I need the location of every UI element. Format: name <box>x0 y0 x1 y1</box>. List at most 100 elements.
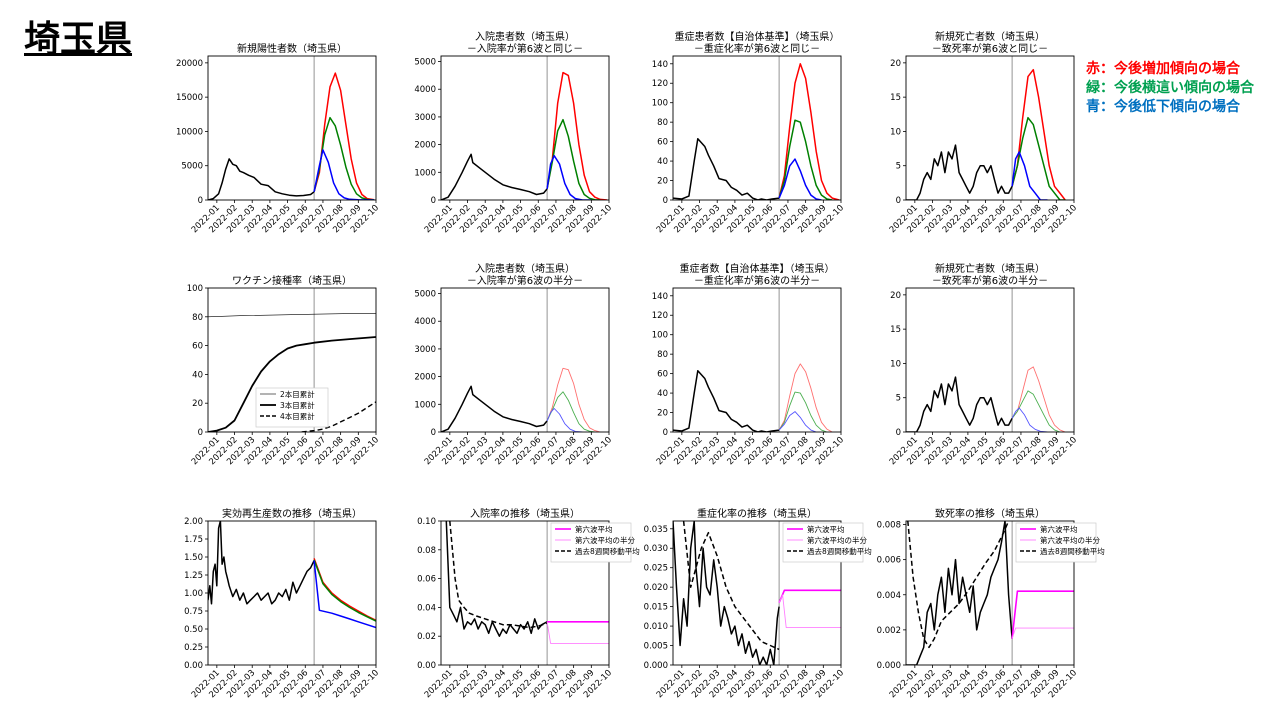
legend-label: 第六波平均 <box>807 524 845 534</box>
y-tick-label: 10 <box>890 359 901 369</box>
y-tick-label: 80 <box>657 350 668 360</box>
y-tick-label: 0 <box>431 196 436 206</box>
chart-title: 実効再生産数の推移（埼玉県） <box>222 507 362 520</box>
y-tick-label: 0.010 <box>644 622 668 632</box>
series-line <box>778 594 841 629</box>
chart-title: 入院率の推移（埼玉県） <box>470 507 580 520</box>
legend-frame <box>255 387 329 428</box>
chart-title: －入院率が第6波の半分－ <box>467 274 583 287</box>
y-tick-label: 0.08 <box>417 546 436 556</box>
y-tick-label: 15000 <box>176 93 203 103</box>
y-tick-label: 140 <box>652 292 668 302</box>
chart-title: －入院率が第6波と同じ－ <box>467 42 583 55</box>
y-tick-label: 2000 <box>414 141 436 151</box>
chart-title: ワクチン接種率（埼玉県） <box>232 274 352 287</box>
chart-title: 重症患者数【自治体基準】（埼玉県） <box>675 30 840 43</box>
y-tick-label: 40 <box>192 370 203 380</box>
chart-title: 重症者数【自治体基準】（埼玉県） <box>680 262 835 275</box>
chart-deaths-same: 新規死亡者数（埼玉県）－致死率が第6波と同じ－051015202022-0120… <box>888 30 1079 235</box>
y-tick-label: 0 <box>896 196 901 206</box>
y-tick-label: 0 <box>663 196 668 206</box>
plot-frame <box>905 520 1075 666</box>
legend-label: 第六波平均 <box>575 524 613 534</box>
y-tick-label: 1000 <box>414 168 436 178</box>
y-tick-label: 0.015 <box>644 603 668 613</box>
chart-title: －致死率が第6波と同じ－ <box>932 42 1048 55</box>
y-tick-label: 100 <box>187 284 203 294</box>
plot-frame <box>440 520 610 666</box>
y-tick-label: 4000 <box>414 85 436 95</box>
y-tick-label: 20 <box>890 291 901 301</box>
scenario-legend: 赤：今後増加傾向の場合 緑：今後横這い傾向の場合 青：今後低下傾向の場合 <box>1086 60 1254 117</box>
page-title: 埼玉県 <box>24 19 133 60</box>
y-tick-label: 0.020 <box>644 583 668 593</box>
y-tick-label: 140 <box>652 60 668 70</box>
y-tick-label: 80 <box>192 313 203 323</box>
series-line <box>313 116 375 200</box>
series-line <box>208 336 376 432</box>
series-line <box>778 391 828 432</box>
series-line <box>1011 407 1048 432</box>
legend-label: 3本目累計 <box>280 400 315 410</box>
chart-title: 重症化率の推移（埼玉県） <box>697 507 817 520</box>
chart-title: 新規死亡者数（埼玉県） <box>935 30 1045 43</box>
series-line <box>906 376 1013 432</box>
legend-label: 4本目累計 <box>280 411 315 421</box>
plot-frame <box>905 287 1075 433</box>
series-line <box>208 313 376 318</box>
plot-frame <box>672 287 842 433</box>
chart-fatality-rate: 致死率の推移（埼玉県）0.0000.0020.0040.0060.0082022… <box>877 507 1105 700</box>
y-tick-label: 20 <box>890 59 901 69</box>
chart-severe-rate: 重症化率の推移（埼玉県） 0.000 0.005 0.010 0.015 0.020 0.0… <box>644 507 872 700</box>
legend-label: 第六波平均の半分 <box>575 535 635 545</box>
y-tick-label: 0.008 <box>877 521 901 531</box>
y-tick-label: 20 <box>657 409 668 419</box>
series-line <box>313 559 376 622</box>
series-line <box>673 521 780 665</box>
y-tick-label: 15 <box>890 93 901 103</box>
y-tick-label: 40 <box>657 157 668 167</box>
y-tick-label: 0.04 <box>417 603 436 613</box>
y-tick-label: 0.00 <box>417 661 436 671</box>
y-tick-label: 4000 <box>414 317 436 327</box>
y-tick-label: 0.030 <box>644 544 668 554</box>
plot-frame <box>905 55 1075 201</box>
plot-frame <box>207 287 377 433</box>
y-tick-label: 10 <box>890 127 901 137</box>
y-tick-label: 0.000 <box>644 661 668 671</box>
y-tick-label: 100 <box>652 331 668 341</box>
series-line <box>673 137 780 200</box>
series-line <box>445 521 548 637</box>
legend-label: 2本目累計 <box>280 389 315 399</box>
y-tick-label: 0 <box>198 428 203 438</box>
legend-green: 緑：今後横這い傾向の場合 <box>1086 80 1254 96</box>
y-tick-label: 20000 <box>176 59 203 69</box>
series-line <box>441 153 548 200</box>
y-tick-label: 0.75 <box>184 607 203 617</box>
series-line <box>441 385 548 432</box>
y-tick-label: 100 <box>652 99 668 109</box>
y-tick-label: 3000 <box>414 113 436 123</box>
chart-hosp-rate: 入院率の推移（埼玉県）0.000.020.040.060.080.102022-… <box>417 507 640 700</box>
legend-label: 過去8週間移動平均 <box>807 546 872 556</box>
y-tick-label: 5000 <box>414 58 436 68</box>
series-line <box>546 391 595 432</box>
series-line <box>546 71 608 200</box>
legend-label: 過去8週間移動平均 <box>1040 546 1105 556</box>
plot-frame <box>207 55 377 201</box>
y-tick-label: 80 <box>657 118 668 128</box>
series-line <box>546 367 601 432</box>
plot-frame <box>440 287 610 433</box>
y-tick-label: 1.75 <box>184 535 203 545</box>
series-line <box>313 558 376 622</box>
y-tick-label: 120 <box>652 79 668 89</box>
legend-red: 赤：今後増加傾向の場合 <box>1086 61 1240 77</box>
series-line <box>208 158 315 200</box>
series-line <box>313 72 375 200</box>
series-line <box>778 119 833 200</box>
chart-new-cases: 新規陽性者数（埼玉県）050001000015000200002022-0120… <box>176 42 381 235</box>
